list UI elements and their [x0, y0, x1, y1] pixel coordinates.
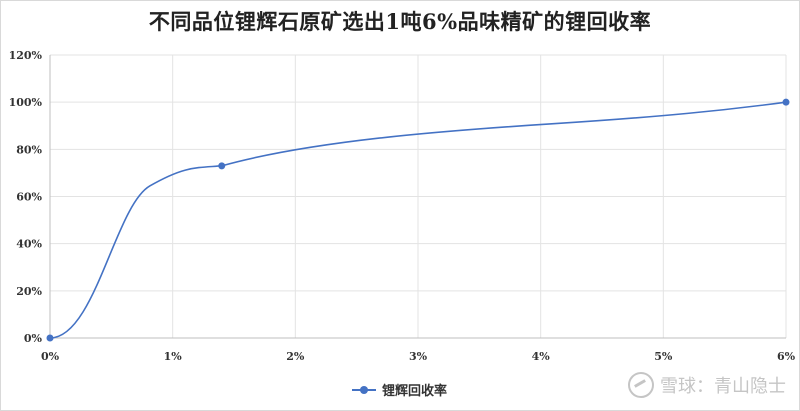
y-tick-label: 120% [9, 49, 43, 62]
y-tick-label: 80% [16, 143, 42, 156]
legend-item[interactable]: 锂辉回收率 [352, 380, 447, 399]
x-tick-label: 6% [777, 350, 796, 363]
snowball-logo-icon [628, 372, 654, 398]
y-tick-label: 20% [16, 285, 42, 298]
y-tick-label: 100% [9, 96, 43, 109]
y-tick-label: 40% [16, 238, 42, 251]
x-tick-label: 1% [164, 350, 183, 363]
chart-legend: 锂辉回收率 [0, 380, 800, 400]
x-tick-label: 2% [286, 350, 305, 363]
x-tick-label: 0% [41, 350, 60, 363]
chart-title: 不同品位锂辉石原矿选出1吨6%品味精矿的锂回收率 [148, 9, 652, 34]
data-point [218, 162, 226, 170]
data-point [782, 98, 790, 106]
data-point [46, 334, 54, 342]
x-tick-label: 5% [654, 350, 673, 363]
y-tick-label: 0% [24, 332, 43, 345]
y-tick-label: 60% [16, 191, 42, 204]
watermark-text: 雪球：青山隐士 [660, 376, 786, 397]
legend-line-marker-icon [352, 384, 376, 396]
x-tick-label: 3% [409, 350, 428, 363]
x-tick-label: 4% [532, 350, 551, 363]
legend-label: 锂辉回收率 [382, 384, 448, 399]
watermark: 雪球：青山隐士 [628, 372, 786, 398]
series-line [49, 101, 787, 339]
